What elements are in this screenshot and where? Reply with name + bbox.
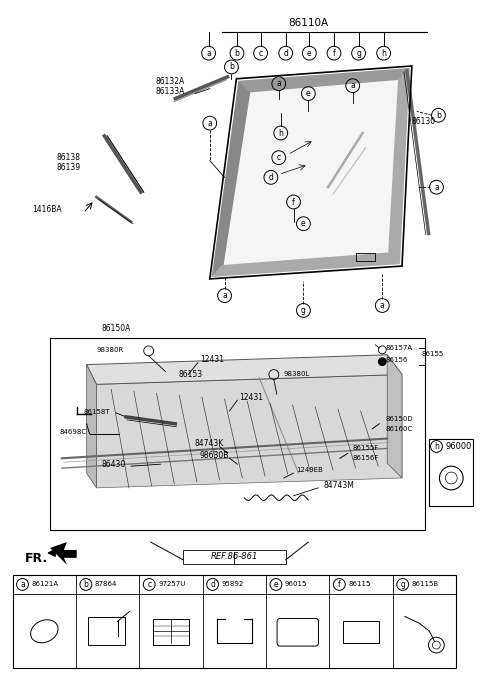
Text: 86138: 86138 xyxy=(57,153,81,162)
Text: h: h xyxy=(381,49,386,58)
Text: 86150D: 86150D xyxy=(385,416,413,422)
Text: d: d xyxy=(268,173,273,182)
Text: 86150A: 86150A xyxy=(101,324,131,333)
Text: 86132A: 86132A xyxy=(156,78,185,86)
Bar xyxy=(429,439,473,506)
Text: a: a xyxy=(207,118,212,128)
Text: 86157A: 86157A xyxy=(385,345,412,351)
Text: 87864: 87864 xyxy=(95,581,117,588)
Polygon shape xyxy=(212,81,250,277)
Text: 84743K: 84743K xyxy=(195,439,224,448)
Text: e: e xyxy=(274,580,278,589)
Text: h: h xyxy=(278,129,283,137)
Text: g: g xyxy=(356,49,361,58)
Text: 86153: 86153 xyxy=(178,370,203,379)
Circle shape xyxy=(378,358,386,366)
Text: a: a xyxy=(350,81,355,90)
Polygon shape xyxy=(388,68,410,264)
Text: 1416BA: 1416BA xyxy=(32,205,62,214)
Text: FR.: FR. xyxy=(24,552,48,565)
Polygon shape xyxy=(212,252,400,277)
Text: 96015: 96015 xyxy=(285,581,307,588)
Polygon shape xyxy=(86,364,96,488)
Text: 86156: 86156 xyxy=(385,357,408,362)
Text: 86133A: 86133A xyxy=(156,87,185,96)
Text: 1249EB: 1249EB xyxy=(297,467,324,473)
Text: b: b xyxy=(84,580,88,589)
Text: b: b xyxy=(436,111,441,120)
Text: g: g xyxy=(301,306,306,315)
Polygon shape xyxy=(96,375,402,488)
Text: 86121A: 86121A xyxy=(31,581,59,588)
Text: 86110A: 86110A xyxy=(288,18,328,28)
Text: a: a xyxy=(206,49,211,58)
Text: d: d xyxy=(283,49,288,58)
Text: 95892: 95892 xyxy=(221,581,244,588)
Text: e: e xyxy=(301,219,306,228)
Text: c: c xyxy=(259,49,263,58)
Text: e: e xyxy=(306,89,311,98)
Text: 86155F: 86155F xyxy=(353,445,379,452)
Text: REF.86-861: REF.86-861 xyxy=(211,552,258,562)
Text: f: f xyxy=(338,580,341,589)
Text: b: b xyxy=(229,63,234,71)
Text: 12431: 12431 xyxy=(200,355,224,364)
Bar xyxy=(343,622,379,643)
Text: 86430: 86430 xyxy=(101,460,126,469)
Text: 98630B: 98630B xyxy=(200,451,229,460)
Text: c: c xyxy=(147,580,151,589)
Text: 86155: 86155 xyxy=(422,351,444,357)
Text: 84743M: 84743M xyxy=(323,481,354,490)
Text: c: c xyxy=(276,153,281,162)
Text: f: f xyxy=(333,49,336,58)
Text: 86115B: 86115B xyxy=(411,581,439,588)
Text: 86160C: 86160C xyxy=(385,426,412,432)
Text: d: d xyxy=(210,580,215,589)
Text: g: g xyxy=(400,580,405,589)
Text: f: f xyxy=(292,197,295,207)
Polygon shape xyxy=(86,355,402,384)
Polygon shape xyxy=(217,74,404,271)
Bar xyxy=(50,338,425,530)
Bar xyxy=(88,617,125,645)
Text: 98380R: 98380R xyxy=(96,347,124,353)
Text: 86158T: 86158T xyxy=(84,409,110,415)
Polygon shape xyxy=(50,542,77,565)
Text: a: a xyxy=(434,183,439,192)
Text: 12431: 12431 xyxy=(240,392,264,402)
Text: a: a xyxy=(276,79,281,88)
Text: 86115: 86115 xyxy=(348,581,371,588)
Text: e: e xyxy=(307,49,312,58)
Text: 97257U: 97257U xyxy=(158,581,185,588)
Bar xyxy=(153,619,189,645)
Text: a: a xyxy=(380,301,384,310)
Text: 96000: 96000 xyxy=(445,442,472,451)
Text: 98380L: 98380L xyxy=(284,371,310,377)
Text: 86130: 86130 xyxy=(412,117,436,126)
Text: b: b xyxy=(235,49,240,58)
Text: a: a xyxy=(222,291,227,300)
Text: 86139: 86139 xyxy=(57,163,81,172)
Text: h: h xyxy=(434,442,439,451)
Text: 86156F: 86156F xyxy=(353,456,379,461)
Text: 84698C: 84698C xyxy=(60,428,87,435)
Bar xyxy=(12,575,456,668)
Text: a: a xyxy=(20,580,25,589)
Bar xyxy=(183,550,286,564)
Polygon shape xyxy=(387,355,402,478)
Polygon shape xyxy=(239,68,410,92)
